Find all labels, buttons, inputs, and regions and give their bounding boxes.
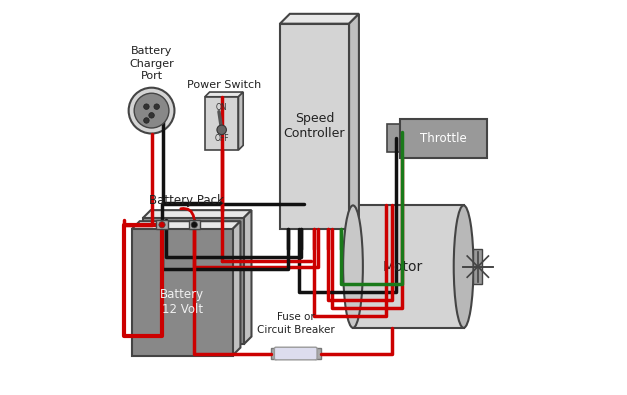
Text: Throttle: Throttle xyxy=(421,132,467,145)
Text: Battery
Charger
Port: Battery Charger Port xyxy=(129,46,174,81)
FancyBboxPatch shape xyxy=(353,205,463,328)
Polygon shape xyxy=(132,221,240,229)
Text: Motor: Motor xyxy=(382,260,423,274)
Text: OFF: OFF xyxy=(214,134,229,143)
Text: Battery
12 Volt: Battery 12 Volt xyxy=(160,288,204,316)
Text: Battery Pack: Battery Pack xyxy=(149,194,224,207)
FancyBboxPatch shape xyxy=(143,218,243,344)
Text: Speed
Controller: Speed Controller xyxy=(284,113,345,140)
Text: Fuse or
Circuit Breaker: Fuse or Circuit Breaker xyxy=(257,312,335,335)
FancyBboxPatch shape xyxy=(157,220,167,229)
Polygon shape xyxy=(243,210,251,344)
Text: ON: ON xyxy=(216,103,228,112)
FancyBboxPatch shape xyxy=(271,348,277,359)
Circle shape xyxy=(154,104,159,109)
Ellipse shape xyxy=(343,205,363,328)
Ellipse shape xyxy=(454,205,473,328)
FancyBboxPatch shape xyxy=(189,220,200,229)
FancyBboxPatch shape xyxy=(275,347,317,360)
FancyBboxPatch shape xyxy=(401,118,487,158)
Circle shape xyxy=(217,125,226,135)
FancyBboxPatch shape xyxy=(132,229,233,356)
Polygon shape xyxy=(205,92,243,97)
Polygon shape xyxy=(280,14,359,24)
FancyBboxPatch shape xyxy=(387,124,403,152)
FancyBboxPatch shape xyxy=(205,97,238,150)
Text: Power Switch: Power Switch xyxy=(186,80,261,90)
Circle shape xyxy=(144,104,149,109)
Polygon shape xyxy=(349,14,359,229)
Circle shape xyxy=(149,113,154,118)
Polygon shape xyxy=(233,221,240,356)
Circle shape xyxy=(129,88,174,134)
Circle shape xyxy=(191,222,198,228)
Circle shape xyxy=(159,222,165,228)
FancyBboxPatch shape xyxy=(280,24,349,229)
Circle shape xyxy=(134,93,169,128)
Polygon shape xyxy=(238,92,243,150)
FancyBboxPatch shape xyxy=(315,348,320,359)
Polygon shape xyxy=(143,210,251,218)
Circle shape xyxy=(144,118,149,123)
FancyBboxPatch shape xyxy=(473,250,482,284)
